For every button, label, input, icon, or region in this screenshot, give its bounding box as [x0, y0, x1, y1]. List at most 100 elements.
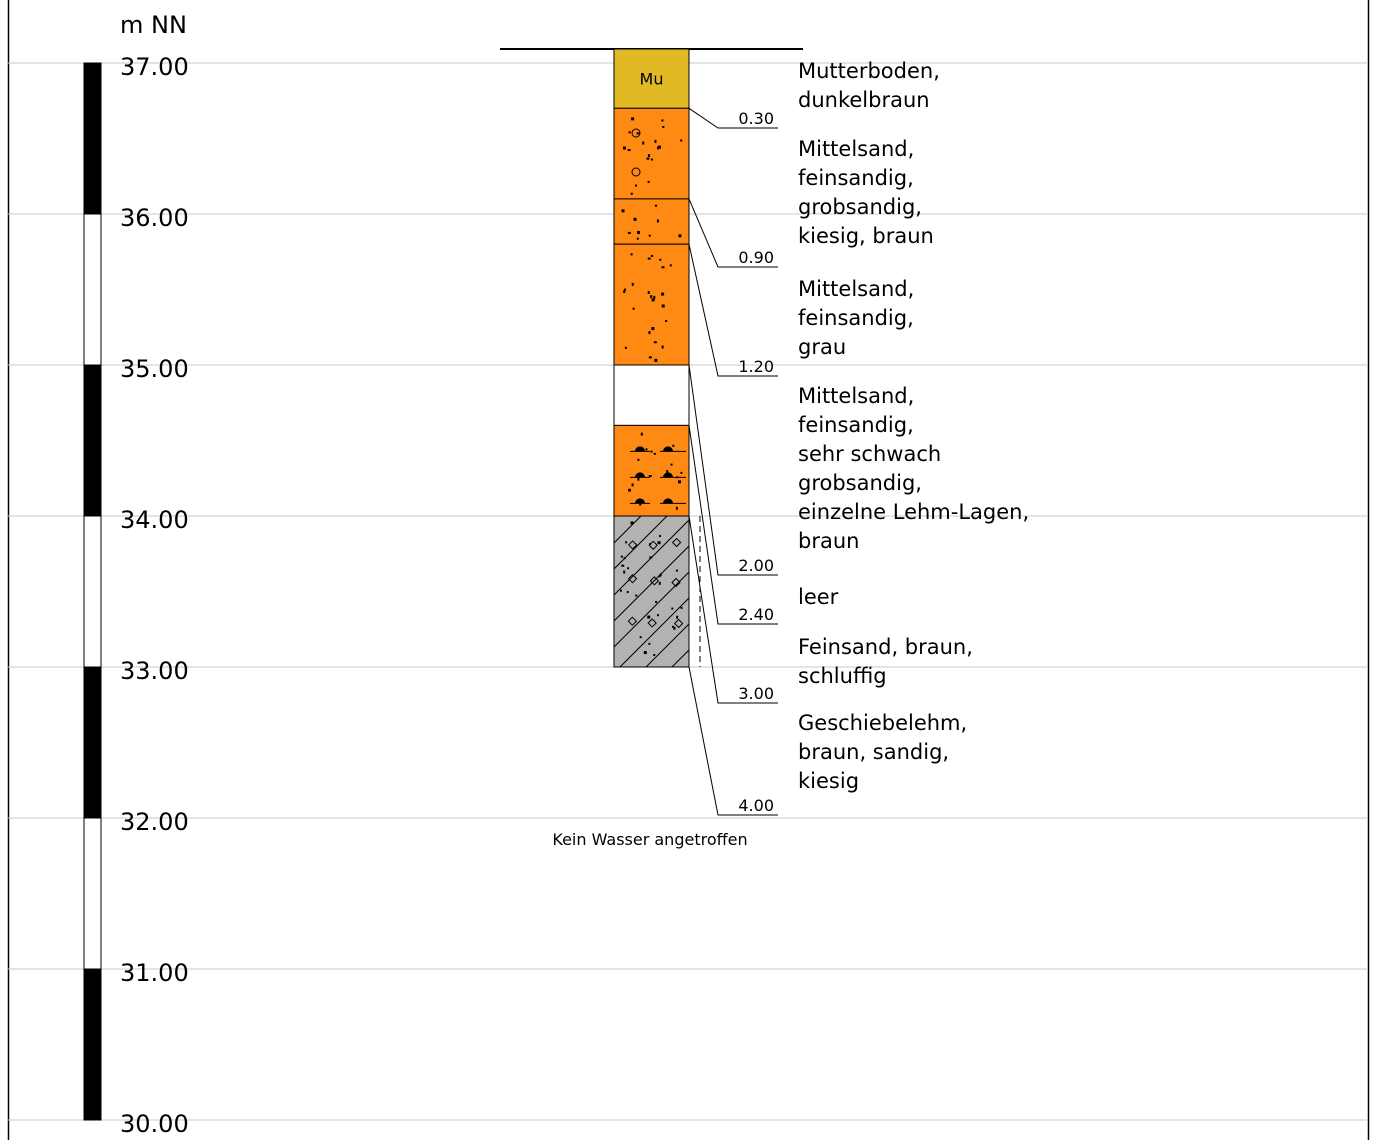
- layer-description-line: grobsandig,: [798, 195, 922, 219]
- elevation-scale-bar: [83, 62, 102, 1121]
- layer-description-line: Mittelsand,: [798, 277, 914, 301]
- layer-descriptions: Mutterboden, dunkelbraun Mittelsand, feinsa…: [798, 59, 1029, 793]
- silt-lens: [635, 472, 645, 478]
- till-pebble: [671, 537, 682, 548]
- till-pebble: [647, 618, 657, 628]
- grain-dot: [650, 295, 653, 299]
- grain-dot: [631, 282, 634, 286]
- grain-dot: [647, 154, 650, 158]
- layer-fill: [613, 424, 690, 517]
- layer-description-line: Mutterboden,: [798, 59, 940, 83]
- till-pebble: [627, 573, 638, 584]
- depth-leader: [688, 198, 778, 268]
- grain-dot: [648, 234, 651, 237]
- depth-leader: [688, 364, 778, 576]
- elevation-tick-labels: 37.00 36.00 35.00 34.00 33.00 32.00 31.00 30.00: [120, 53, 189, 1138]
- grain-dot: [647, 290, 650, 294]
- grain-dot: [648, 642, 651, 645]
- layer-description-line: kiesig: [798, 769, 859, 793]
- grain-dot: [628, 131, 631, 134]
- depth-leader: [688, 666, 778, 816]
- grain-dot: [650, 450, 653, 453]
- till-hatch: [619, 597, 689, 667]
- layer-description-line: schluffig: [798, 664, 887, 688]
- grain-dot: [621, 564, 625, 567]
- elevation-tick-label: 33.00: [120, 657, 189, 685]
- till-hatch: [614, 516, 668, 570]
- grain-dot: [628, 488, 631, 492]
- depth-leader: [688, 515, 778, 704]
- grain-dot: [650, 158, 653, 161]
- grain-dot: [659, 535, 662, 538]
- grain-dot: [661, 292, 665, 296]
- scale-segment: [83, 968, 102, 1121]
- grain-dot: [627, 149, 631, 152]
- depth-leader: [688, 244, 778, 377]
- elevation-tick-label: 34.00: [120, 506, 189, 534]
- elevation-tick-label: 36.00: [120, 204, 189, 232]
- grain-dot: [637, 230, 641, 234]
- layer-description-line: Mittelsand,: [798, 384, 914, 408]
- layer-feinsand-schluffig: [613, 424, 690, 517]
- grain-dot: [680, 606, 683, 609]
- grain-dot: [624, 346, 627, 349]
- layer-fill: [613, 107, 690, 200]
- borehole-column: Mu: [613, 48, 701, 668]
- grain-dot: [680, 139, 683, 142]
- grain-dot: [635, 594, 638, 597]
- layer-fill: [613, 515, 690, 668]
- depth-label: 2.40: [738, 605, 774, 624]
- layer-mittelsand-lehm-lagen: [613, 243, 690, 366]
- grain-dot: [653, 341, 657, 344]
- gravel-circle: [631, 128, 641, 138]
- grain-dot: [637, 477, 640, 481]
- grain-dot: [639, 636, 642, 639]
- till-pebble: [648, 540, 658, 550]
- layer-mittelsand-grau: [613, 198, 690, 245]
- depth-leader: [688, 107, 778, 129]
- silt-lens: [663, 498, 673, 504]
- layer-mittelsand-braun-kiesig: [613, 107, 690, 200]
- grain-dot: [672, 444, 675, 447]
- grain-dot: [670, 463, 673, 466]
- grain-dot: [636, 237, 639, 240]
- layer-description-line: Feinsand, braun,: [798, 635, 973, 659]
- grain-dot: [648, 474, 652, 477]
- layer-mutterboden: Mu: [613, 48, 690, 109]
- grain-dot: [621, 209, 625, 213]
- grain-dot: [661, 119, 664, 122]
- groundwater-note: Kein Wasser angetroffen: [552, 830, 747, 849]
- grain-dot: [645, 448, 648, 451]
- grain-dot: [627, 231, 631, 234]
- layer-description-line: einzelne Lehm-Lagen,: [798, 500, 1029, 524]
- grain-dot: [661, 304, 665, 308]
- elevation-tick-label: 35.00: [120, 355, 189, 383]
- layer-description-line: feinsandig,: [798, 413, 914, 437]
- grain-dot: [636, 132, 640, 135]
- gravel-circle: [631, 167, 641, 177]
- grain-dot: [656, 219, 659, 223]
- till-hatch: [614, 516, 616, 518]
- grain-dot: [649, 556, 653, 559]
- grain-dot: [640, 432, 643, 436]
- depth-label: 3.00: [738, 684, 774, 703]
- depth-leader-lines: 0.30 0.90 1.20 2.00 2.40 3.00 4.00: [688, 107, 778, 816]
- scale-segment: [83, 515, 102, 668]
- layer-leer: [613, 364, 690, 426]
- scale-segment: [83, 666, 102, 819]
- grain-dot: [680, 471, 683, 474]
- layer-fill: [613, 364, 690, 426]
- silt-lens: [663, 472, 673, 478]
- grain-dot: [653, 295, 656, 299]
- grain-dot: [646, 157, 650, 160]
- till-hatch: [614, 519, 689, 596]
- grain-dot: [651, 327, 655, 331]
- grain-dot: [630, 192, 633, 195]
- grain-dot: [675, 569, 678, 572]
- axis-unit-label: m NN: [120, 11, 187, 39]
- grain-dot: [632, 307, 635, 310]
- grain-dot: [627, 567, 630, 570]
- scale-segment: [83, 62, 102, 215]
- layer-description-line: sehr schwach: [798, 442, 941, 466]
- till-pebble: [673, 618, 684, 629]
